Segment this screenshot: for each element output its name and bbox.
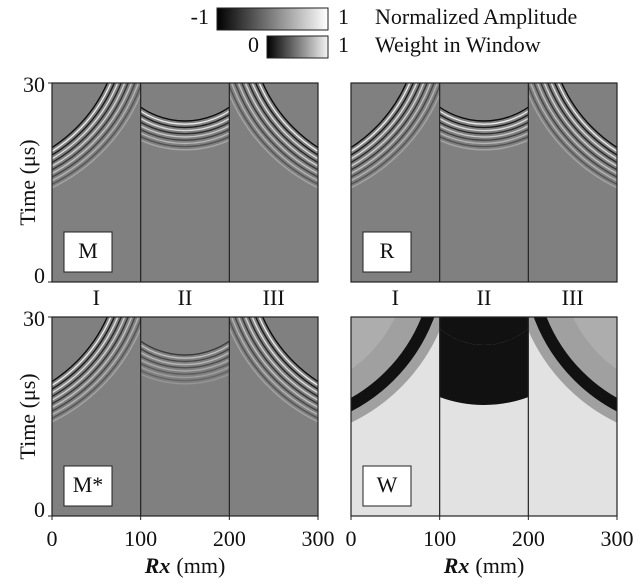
x-tick-label: 300 bbox=[302, 526, 335, 551]
x-tick-label: 100 bbox=[423, 526, 456, 551]
y-tick-label: 30 bbox=[23, 72, 45, 97]
x-tick-label: 0 bbox=[47, 526, 58, 551]
wave-pattern bbox=[528, 317, 617, 423]
panel-label-box bbox=[362, 231, 412, 273]
panel-frame bbox=[350, 316, 618, 517]
x-axis-label: Rx (mm) bbox=[443, 553, 525, 578]
x-tick-label: 200 bbox=[512, 526, 545, 551]
colorbar bbox=[216, 7, 329, 31]
panel: RI II III bbox=[350, 82, 618, 310]
region-label: III bbox=[263, 285, 285, 310]
panel-label-box bbox=[63, 465, 113, 507]
x-axis-unit: (mm) bbox=[176, 553, 225, 578]
region-label: I bbox=[93, 285, 100, 310]
wave-pattern bbox=[351, 317, 440, 423]
x-tick-label: 300 bbox=[601, 526, 634, 551]
x-tick-label: 100 bbox=[124, 526, 157, 551]
x-axis-variable: Rx bbox=[443, 553, 470, 578]
panel: W 0 100 200 300 Rx (mm) bbox=[346, 316, 634, 578]
colorbar-label: Weight in Window bbox=[375, 32, 541, 57]
y-tick-label: 0 bbox=[34, 497, 45, 522]
x-tick-label: 200 bbox=[213, 526, 246, 551]
colorbar bbox=[266, 35, 329, 59]
region-label: II bbox=[178, 285, 193, 310]
wave-pattern bbox=[140, 340, 230, 385]
wave-pattern bbox=[439, 317, 529, 405]
wave-pattern bbox=[140, 106, 230, 151]
panel: M* 0 30 Time (μs) 0 100 200 300 Rx (mm) bbox=[15, 306, 335, 578]
panel-label: M bbox=[78, 238, 98, 263]
wave-pattern bbox=[439, 106, 529, 151]
panel-frame bbox=[350, 82, 618, 283]
colorbar-max: 1 bbox=[338, 32, 349, 57]
panel-label-box bbox=[63, 231, 113, 273]
y-tick-label: 30 bbox=[23, 306, 45, 331]
y-axis-label: Time (μs) bbox=[15, 373, 40, 459]
colorbar-max: 1 bbox=[338, 4, 349, 29]
panel-label: R bbox=[380, 238, 395, 263]
colorbar-min: -1 bbox=[191, 4, 209, 29]
region-label: III bbox=[562, 285, 584, 310]
panel-frame bbox=[51, 82, 319, 283]
x-axis-variable: Rx bbox=[144, 553, 171, 578]
x-tick-label: 0 bbox=[346, 526, 357, 551]
region-label: I bbox=[392, 285, 399, 310]
colorbar-label: Normalized Amplitude bbox=[375, 4, 577, 29]
y-tick-label: 0 bbox=[34, 263, 45, 288]
panel-label: M* bbox=[73, 472, 104, 497]
x-axis-label: Rx (mm) bbox=[144, 553, 226, 578]
region-label: II bbox=[477, 285, 492, 310]
y-axis-label: Time (μs) bbox=[15, 139, 40, 225]
panel-label: W bbox=[377, 472, 398, 497]
panel-frame bbox=[51, 316, 319, 517]
panel-label-box bbox=[362, 465, 412, 507]
x-axis-unit: (mm) bbox=[475, 553, 524, 578]
colorbar-min: 0 bbox=[248, 32, 259, 57]
